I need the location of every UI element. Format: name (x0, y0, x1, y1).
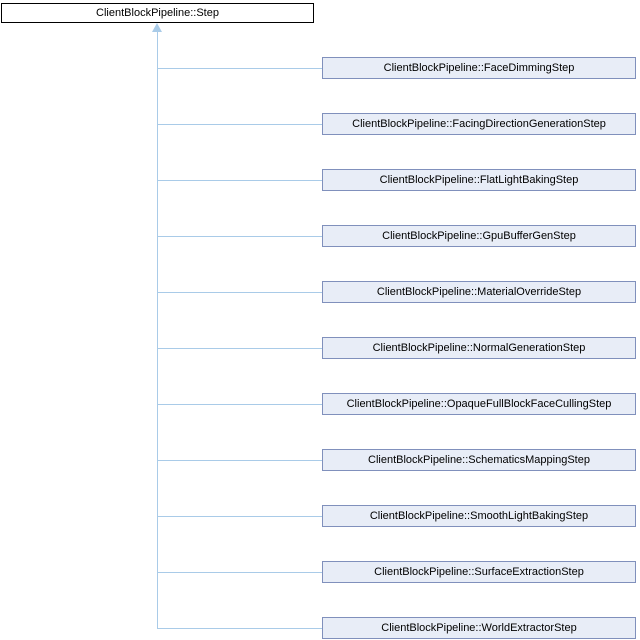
inheritance-trunk-line (157, 30, 158, 629)
derived-class-node[interactable]: ClientBlockPipeline::NormalGenerationSte… (322, 337, 636, 359)
derived-class-node[interactable]: ClientBlockPipeline::GpuBufferGenStep (322, 225, 636, 247)
inheritance-edge-line (157, 236, 322, 237)
inheritance-edge-line (157, 180, 322, 181)
base-class-node: ClientBlockPipeline::Step (1, 3, 314, 23)
inheritance-edge-line (157, 124, 322, 125)
inheritance-edge-line (157, 68, 322, 69)
inheritance-edge-line (157, 460, 322, 461)
derived-class-node[interactable]: ClientBlockPipeline::SmoothLightBakingSt… (322, 505, 636, 527)
inheritance-edge-line (157, 404, 322, 405)
derived-class-node[interactable]: ClientBlockPipeline::MaterialOverrideSte… (322, 281, 636, 303)
derived-class-node[interactable]: ClientBlockPipeline::SchematicsMappingSt… (322, 449, 636, 471)
derived-class-node[interactable]: ClientBlockPipeline::FacingDirectionGene… (322, 113, 636, 135)
inheritance-edge-line (157, 628, 322, 629)
derived-class-node[interactable]: ClientBlockPipeline::OpaqueFullBlockFace… (322, 393, 636, 415)
inheritance-edge-line (157, 572, 322, 573)
derived-class-node[interactable]: ClientBlockPipeline::SurfaceExtractionSt… (322, 561, 636, 583)
derived-class-node[interactable]: ClientBlockPipeline::FlatLightBakingStep (322, 169, 636, 191)
derived-class-node[interactable]: ClientBlockPipeline::WorldExtractorStep (322, 617, 636, 639)
inheritance-arrow-icon (152, 23, 162, 32)
inheritance-edge-line (157, 292, 322, 293)
inheritance-edge-line (157, 348, 322, 349)
derived-class-node[interactable]: ClientBlockPipeline::FaceDimmingStep (322, 57, 636, 79)
inheritance-edge-line (157, 516, 322, 517)
